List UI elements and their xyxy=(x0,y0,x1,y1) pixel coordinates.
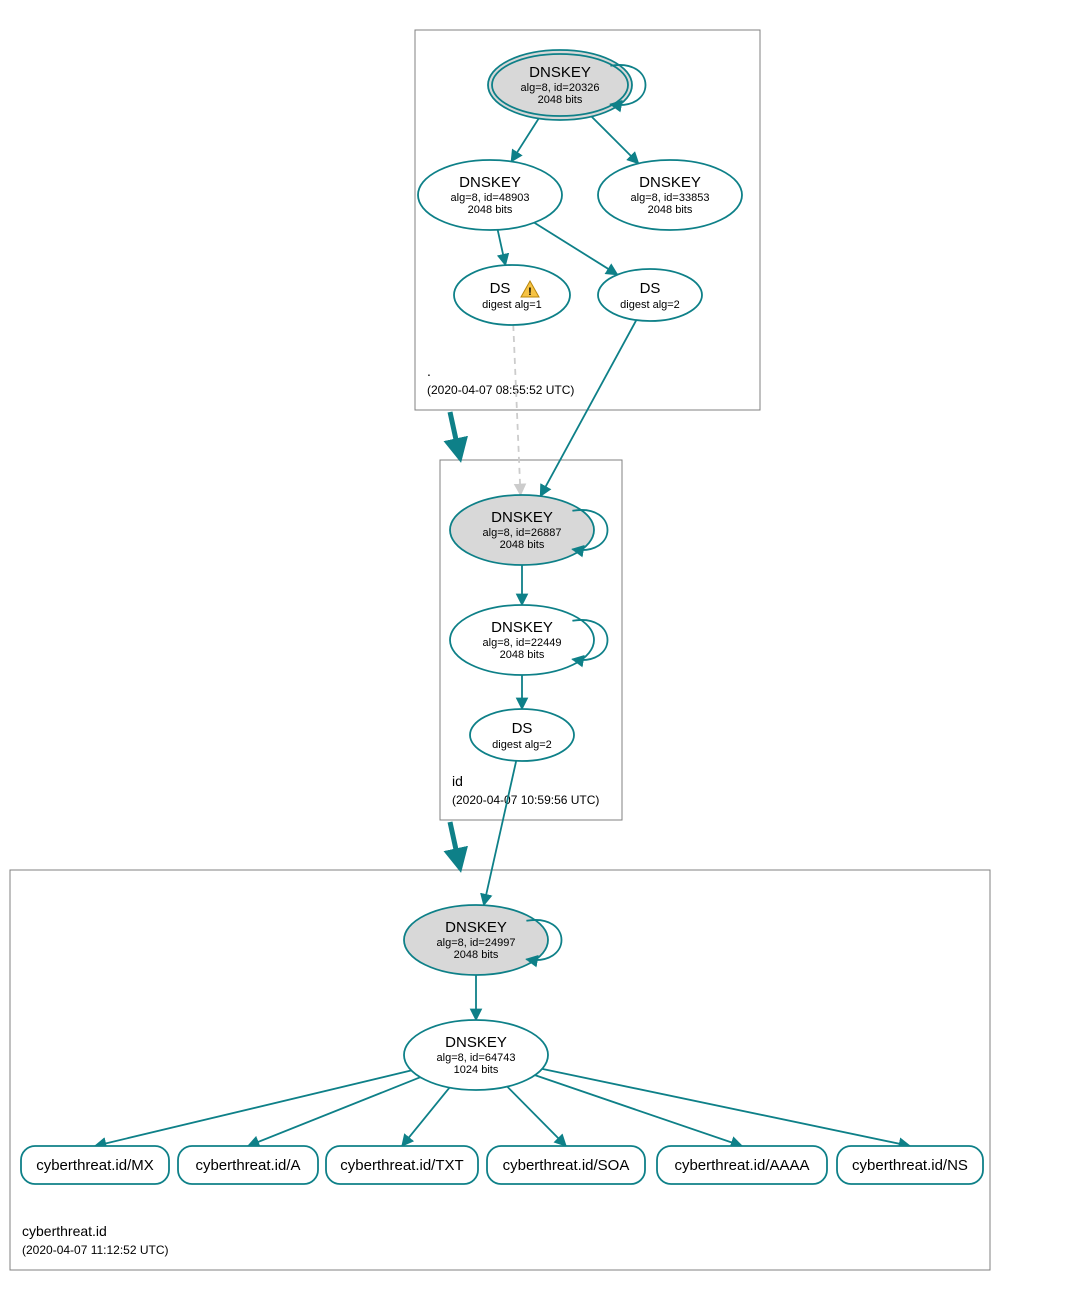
node-k33853: DNSKEYalg=8, id=338532048 bits xyxy=(598,160,742,230)
edge xyxy=(535,1075,742,1146)
svg-text:2048 bits: 2048 bits xyxy=(648,204,693,216)
svg-text:alg=8, id=20326: alg=8, id=20326 xyxy=(521,82,600,94)
edge xyxy=(95,1070,411,1146)
svg-text:(2020-04-07 08:55:52 UTC): (2020-04-07 08:55:52 UTC) xyxy=(427,383,574,397)
svg-text:DNSKEY: DNSKEY xyxy=(491,509,553,526)
svg-text:digest alg=2: digest alg=2 xyxy=(620,299,680,311)
record: cyberthreat.id/MX xyxy=(21,1146,169,1184)
edge xyxy=(498,230,506,265)
svg-text:!: ! xyxy=(528,286,532,298)
node-k20326: DNSKEYalg=8, id=203262048 bits xyxy=(488,50,646,120)
svg-text:DNSKEY: DNSKEY xyxy=(445,1034,507,1051)
node-ds1: DS!digest alg=1 xyxy=(454,265,570,325)
svg-text:digest alg=2: digest alg=2 xyxy=(492,739,552,751)
edge xyxy=(534,223,617,275)
node-k22449: DNSKEYalg=8, id=224492048 bits xyxy=(450,605,608,675)
svg-text:cyberthreat.id/SOA: cyberthreat.id/SOA xyxy=(503,1157,630,1174)
svg-text:cyberthreat.id/TXT: cyberthreat.id/TXT xyxy=(340,1157,463,1174)
svg-text:alg=8, id=64743: alg=8, id=64743 xyxy=(437,1052,516,1064)
svg-text:alg=8, id=26887: alg=8, id=26887 xyxy=(483,527,562,539)
edge xyxy=(402,1088,450,1146)
svg-text:DS: DS xyxy=(512,720,533,737)
svg-text:2048 bits: 2048 bits xyxy=(454,949,499,961)
node-ds3: DS digest alg=2 xyxy=(470,709,574,761)
edge xyxy=(484,761,516,905)
svg-text:DNSKEY: DNSKEY xyxy=(459,174,521,191)
node-k48903: DNSKEYalg=8, id=489032048 bits xyxy=(418,160,562,230)
record: cyberthreat.id/AAAA xyxy=(657,1146,827,1184)
svg-text:DS: DS xyxy=(640,280,661,297)
svg-text:DNSKEY: DNSKEY xyxy=(529,64,591,81)
svg-text:cyberthreat.id/NS: cyberthreat.id/NS xyxy=(852,1157,968,1174)
svg-text:(2020-04-07 11:12:52 UTC): (2020-04-07 11:12:52 UTC) xyxy=(22,1243,169,1257)
edge xyxy=(542,1069,910,1146)
svg-text:alg=8, id=48903: alg=8, id=48903 xyxy=(451,192,530,204)
svg-text:DNSKEY: DNSKEY xyxy=(445,919,507,936)
svg-text:2048 bits: 2048 bits xyxy=(500,649,545,661)
svg-text:2048 bits: 2048 bits xyxy=(468,204,513,216)
record: cyberthreat.id/TXT xyxy=(326,1146,478,1184)
svg-text:cyberthreat.id/MX: cyberthreat.id/MX xyxy=(36,1157,154,1174)
record: cyberthreat.id/SOA xyxy=(487,1146,645,1184)
svg-text:DNSKEY: DNSKEY xyxy=(639,174,701,191)
svg-text:cyberthreat.id/A: cyberthreat.id/A xyxy=(195,1157,300,1174)
edge xyxy=(507,1087,566,1146)
svg-text:1024 bits: 1024 bits xyxy=(454,1064,499,1076)
svg-text:cyberthreat.id/AAAA: cyberthreat.id/AAAA xyxy=(674,1157,809,1174)
svg-text:2048 bits: 2048 bits xyxy=(500,539,545,551)
svg-text:alg=8, id=24997: alg=8, id=24997 xyxy=(437,937,516,949)
svg-text:(2020-04-07 10:59:56 UTC): (2020-04-07 10:59:56 UTC) xyxy=(452,793,599,807)
svg-text:.: . xyxy=(427,363,431,379)
svg-text:alg=8, id=33853: alg=8, id=33853 xyxy=(631,192,710,204)
edge xyxy=(248,1077,420,1146)
svg-text:DS: DS xyxy=(490,280,511,297)
zone-arrow xyxy=(450,822,460,868)
svg-text:cyberthreat.id: cyberthreat.id xyxy=(22,1223,107,1239)
record: cyberthreat.id/NS xyxy=(837,1146,983,1184)
svg-text:digest alg=1: digest alg=1 xyxy=(482,299,542,311)
zone-arrow xyxy=(450,412,460,458)
node-k26887: DNSKEYalg=8, id=268872048 bits xyxy=(450,495,608,565)
svg-text:alg=8, id=22449: alg=8, id=22449 xyxy=(483,637,562,649)
edge xyxy=(511,118,538,161)
edge xyxy=(591,116,638,163)
svg-text:DNSKEY: DNSKEY xyxy=(491,619,553,636)
svg-text:2048 bits: 2048 bits xyxy=(538,94,583,106)
node-ds2: DS digest alg=2 xyxy=(598,269,702,321)
svg-text:id: id xyxy=(452,773,463,789)
record: cyberthreat.id/A xyxy=(178,1146,318,1184)
node-k24997: DNSKEYalg=8, id=249972048 bits xyxy=(404,905,562,975)
node-k64743: DNSKEYalg=8, id=647431024 bits xyxy=(404,1020,548,1090)
